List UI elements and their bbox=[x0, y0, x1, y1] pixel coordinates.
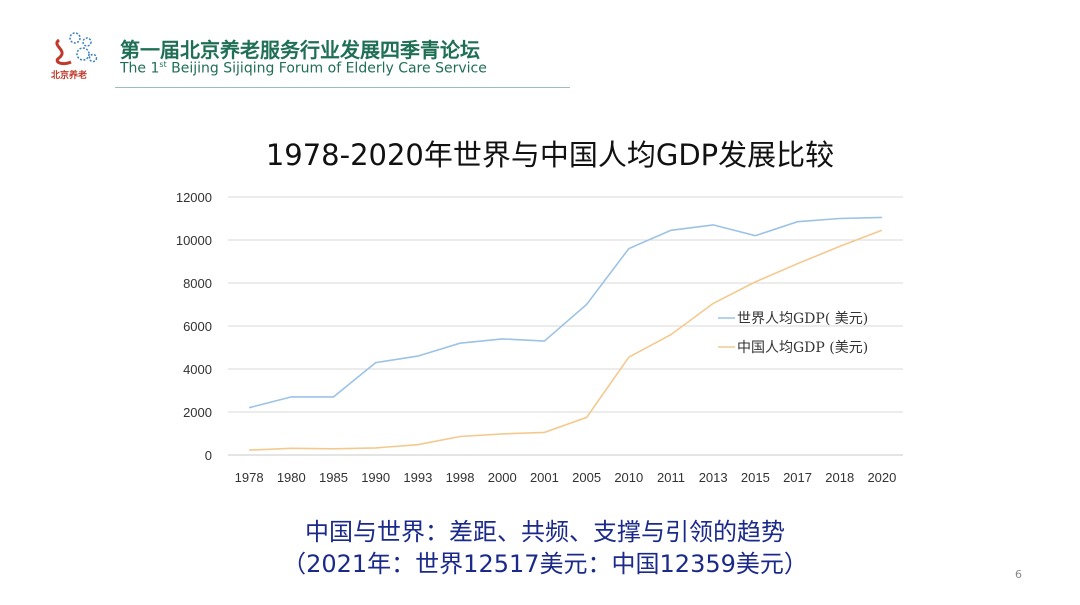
x-tick-label: 1993 bbox=[403, 470, 432, 485]
x-tick-label: 2017 bbox=[783, 470, 812, 485]
forum-title-chinese: 第一届北京养老服务行业发展四季青论坛 bbox=[120, 38, 480, 62]
series-line-china bbox=[249, 229, 883, 451]
x-tick-label: 1978 bbox=[235, 470, 264, 485]
y-tick-label: 8000 bbox=[183, 276, 212, 291]
forum-title-english-pre: The 1 bbox=[120, 60, 160, 77]
x-tick-label: 2015 bbox=[741, 470, 770, 485]
x-tick-label: 2018 bbox=[825, 470, 854, 485]
y-tick-label: 4000 bbox=[183, 362, 212, 377]
y-tick-label: 6000 bbox=[183, 319, 212, 334]
x-tick-label: 2010 bbox=[614, 470, 643, 485]
x-tick-label: 2001 bbox=[530, 470, 559, 485]
x-tick-label: 1998 bbox=[446, 470, 475, 485]
x-tick-label: 1985 bbox=[319, 470, 348, 485]
forum-logo-icon bbox=[55, 32, 98, 66]
y-tick-label: 0 bbox=[205, 448, 212, 463]
header-divider bbox=[115, 87, 570, 88]
y-tick-label: 12000 bbox=[176, 190, 212, 205]
y-tick-label: 10000 bbox=[176, 233, 212, 248]
x-tick-label: 2013 bbox=[699, 470, 728, 485]
page-number: 6 bbox=[1015, 568, 1022, 581]
x-tick-label: 2005 bbox=[572, 470, 601, 485]
forum-title-english-sup: st bbox=[159, 60, 167, 69]
x-tick-label: 1990 bbox=[361, 470, 390, 485]
x-tick-label: 2011 bbox=[657, 470, 685, 485]
x-tick-label: 2000 bbox=[488, 470, 517, 485]
series-line-world bbox=[248, 216, 882, 409]
chart-title: 1978-2020年世界与中国人均GDP发展比较 bbox=[265, 138, 835, 172]
logo-text: 北京养老 bbox=[51, 71, 88, 81]
summary-line-1: 中国与世界：差距、共频、支撑与引领的趋势 bbox=[305, 518, 785, 546]
forum-title-english-post: Beijing Sijiqing Forum of Elderly Care S… bbox=[166, 60, 487, 77]
gdp-line-chart: 0 2000 4000 6000 8000 10000 12000 1978 1980 1985 1… bbox=[176, 190, 903, 485]
summary-line-2: （2021年：世界12517美元：中国12359美元） bbox=[282, 550, 808, 578]
y-tick-label: 2000 bbox=[183, 405, 212, 420]
legend-label: 世界人均GDP( 美元) bbox=[737, 311, 868, 327]
x-tick-label: 2020 bbox=[867, 470, 896, 485]
x-tick-label: 1980 bbox=[277, 470, 306, 485]
forum-title-english: The 1st Beijing Sijiqing Forum of Elderl… bbox=[120, 60, 487, 77]
legend-label: 中国人均GDP (美元) bbox=[737, 340, 868, 356]
forum-header: 北京养老 第一届北京养老服务行业发展四季青论坛 The 1st Beijing … bbox=[45, 28, 575, 90]
